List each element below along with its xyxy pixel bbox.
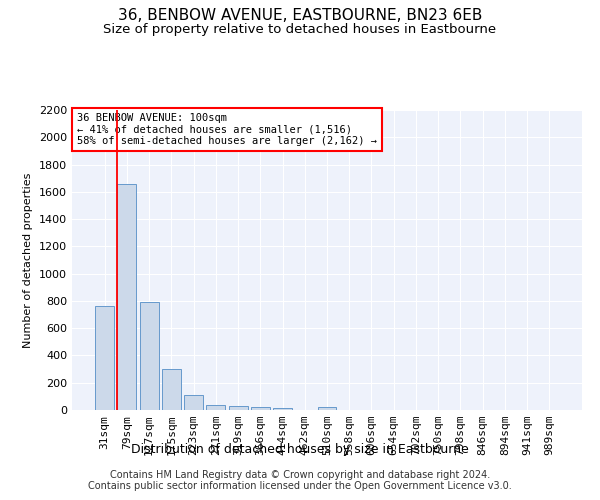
Bar — [162, 369, 181, 410]
Bar — [95, 306, 114, 410]
Text: Size of property relative to detached houses in Eastbourne: Size of property relative to detached ho… — [103, 22, 497, 36]
Text: Contains public sector information licensed under the Open Government Licence v3: Contains public sector information licen… — [88, 481, 512, 491]
Bar — [229, 406, 248, 410]
Text: Distribution of detached houses by size in Eastbourne: Distribution of detached houses by size … — [131, 442, 469, 456]
Bar — [206, 404, 225, 410]
Text: 36 BENBOW AVENUE: 100sqm
← 41% of detached houses are smaller (1,516)
58% of sem: 36 BENBOW AVENUE: 100sqm ← 41% of detach… — [77, 113, 377, 146]
Bar — [317, 406, 337, 410]
Text: 36, BENBOW AVENUE, EASTBOURNE, BN23 6EB: 36, BENBOW AVENUE, EASTBOURNE, BN23 6EB — [118, 8, 482, 22]
Bar — [184, 395, 203, 410]
Bar — [251, 408, 270, 410]
Text: Contains HM Land Registry data © Crown copyright and database right 2024.: Contains HM Land Registry data © Crown c… — [110, 470, 490, 480]
Bar — [273, 408, 292, 410]
Bar — [118, 184, 136, 410]
Y-axis label: Number of detached properties: Number of detached properties — [23, 172, 34, 348]
Bar — [140, 302, 158, 410]
